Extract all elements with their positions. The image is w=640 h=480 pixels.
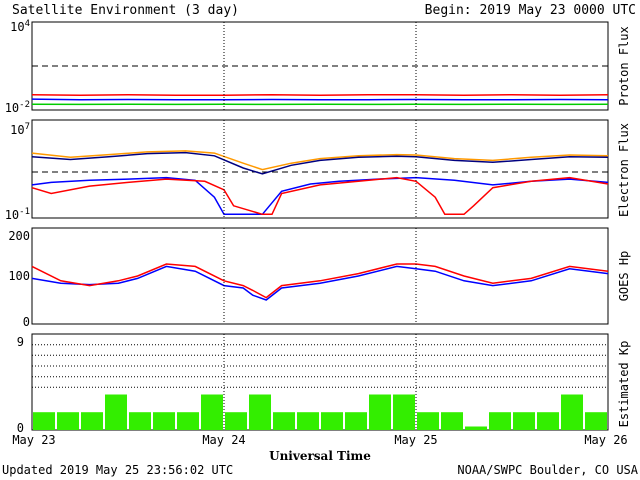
proton-plot-frame [31,21,609,111]
goes-hp-ytick-min: 0 [23,315,30,329]
source-credit: NOAA/SWPC Boulder, CO USA [457,463,638,477]
kp-bar [81,412,103,430]
x-axis: May 23 May 24 May 25 May 26 Universal Ti… [12,433,627,463]
proton-ytick-top-exp: 4 [25,19,30,29]
electron-ytick-top-exp: 7 [25,122,30,132]
electron-series [31,150,609,216]
electron-series-line-0 [31,150,609,171]
proton-series-line-1 [31,98,609,101]
kp-gridlines [32,333,608,388]
kp-bar [33,412,55,430]
proton-ytick-bottom-exp: -2 [19,100,30,110]
proton-series [31,93,609,106]
electron-series-line-3 [31,176,609,216]
kp-bar [105,394,127,430]
electron-panel: 107 10-1 Electron Flux [5,119,631,222]
electron-plot-frame [31,119,609,219]
proton-ytick-bottom: 10-2 [5,100,30,115]
kp-bar [537,412,559,430]
chart-title: Satellite Environment (3 day) [12,3,239,18]
kp-bar [321,412,343,430]
proton-ytick-top-base: 10 [10,20,24,34]
x-tick-may24: May 24 [202,433,245,447]
kp-bar [489,412,511,430]
kp-bar [585,412,607,430]
day-boundaries [223,22,417,430]
x-tick-may25: May 25 [394,433,437,447]
kp-bars [33,394,607,430]
kp-bar [177,412,199,430]
kp-bar [249,394,271,430]
kp-bar [129,412,151,430]
proton-ytick-bottom-base: 10 [5,101,19,115]
kp-bar [297,412,319,430]
electron-ylabel: Electron Flux [617,123,631,217]
goes_hp-series-line-1 [31,263,609,299]
electron-ytick-top: 107 [10,122,30,137]
kp-bar [369,394,391,430]
kp-panel: 9 0 Estimated Kp [17,333,631,435]
kp-bar [465,426,487,430]
proton-panel: 104 10-2 Proton Flux [5,19,631,115]
updated-timestamp: Updated 2019 May 25 23:56:02 UTC [2,463,233,477]
kp-bar [561,394,583,430]
electron-ytick-top-base: 10 [10,123,24,137]
goes_hp-series-line-0 [31,265,609,301]
kp-bar [513,412,535,430]
kp-ytick-max: 9 [17,335,24,349]
electron-ytick-bottom-base: 10 [5,208,19,222]
kp-bar [441,412,463,430]
electron-series-line-1 [31,151,609,175]
kp-bar [201,394,223,430]
kp-bar [153,412,175,430]
goes-hp-plot-frame [31,227,609,325]
proton-series-line-0 [31,93,609,97]
goes-hp-series [31,263,609,301]
kp-bar [417,412,439,430]
kp-bar [273,412,295,430]
x-tick-may23: May 23 [12,433,55,447]
kp-bar [225,412,247,430]
goes-hp-ylabel: GOES Hp [617,251,631,302]
kp-bar [345,412,367,430]
goes-hp-panel: 200 100 0 GOES Hp [8,227,631,329]
proton-ytick-top: 104 [10,19,30,34]
kp-ytick-min: 0 [17,421,24,435]
begin-time: Begin: 2019 May 23 0000 UTC [425,3,636,18]
proton-ylabel: Proton Flux [617,26,631,105]
kp-bar [57,412,79,430]
electron-ytick-bottom-exp: -1 [19,207,30,217]
x-axis-label: Universal Time [269,449,371,463]
x-tick-may26: May 26 [584,433,627,447]
kp-ylabel: Estimated Kp [617,341,631,428]
goes-hp-ytick-mid: 100 [8,269,30,283]
electron-ytick-bottom: 10-1 [5,207,30,222]
goes-hp-ytick-max: 200 [8,229,30,243]
kp-bar [393,394,415,430]
electron-series-line-2 [31,176,609,216]
